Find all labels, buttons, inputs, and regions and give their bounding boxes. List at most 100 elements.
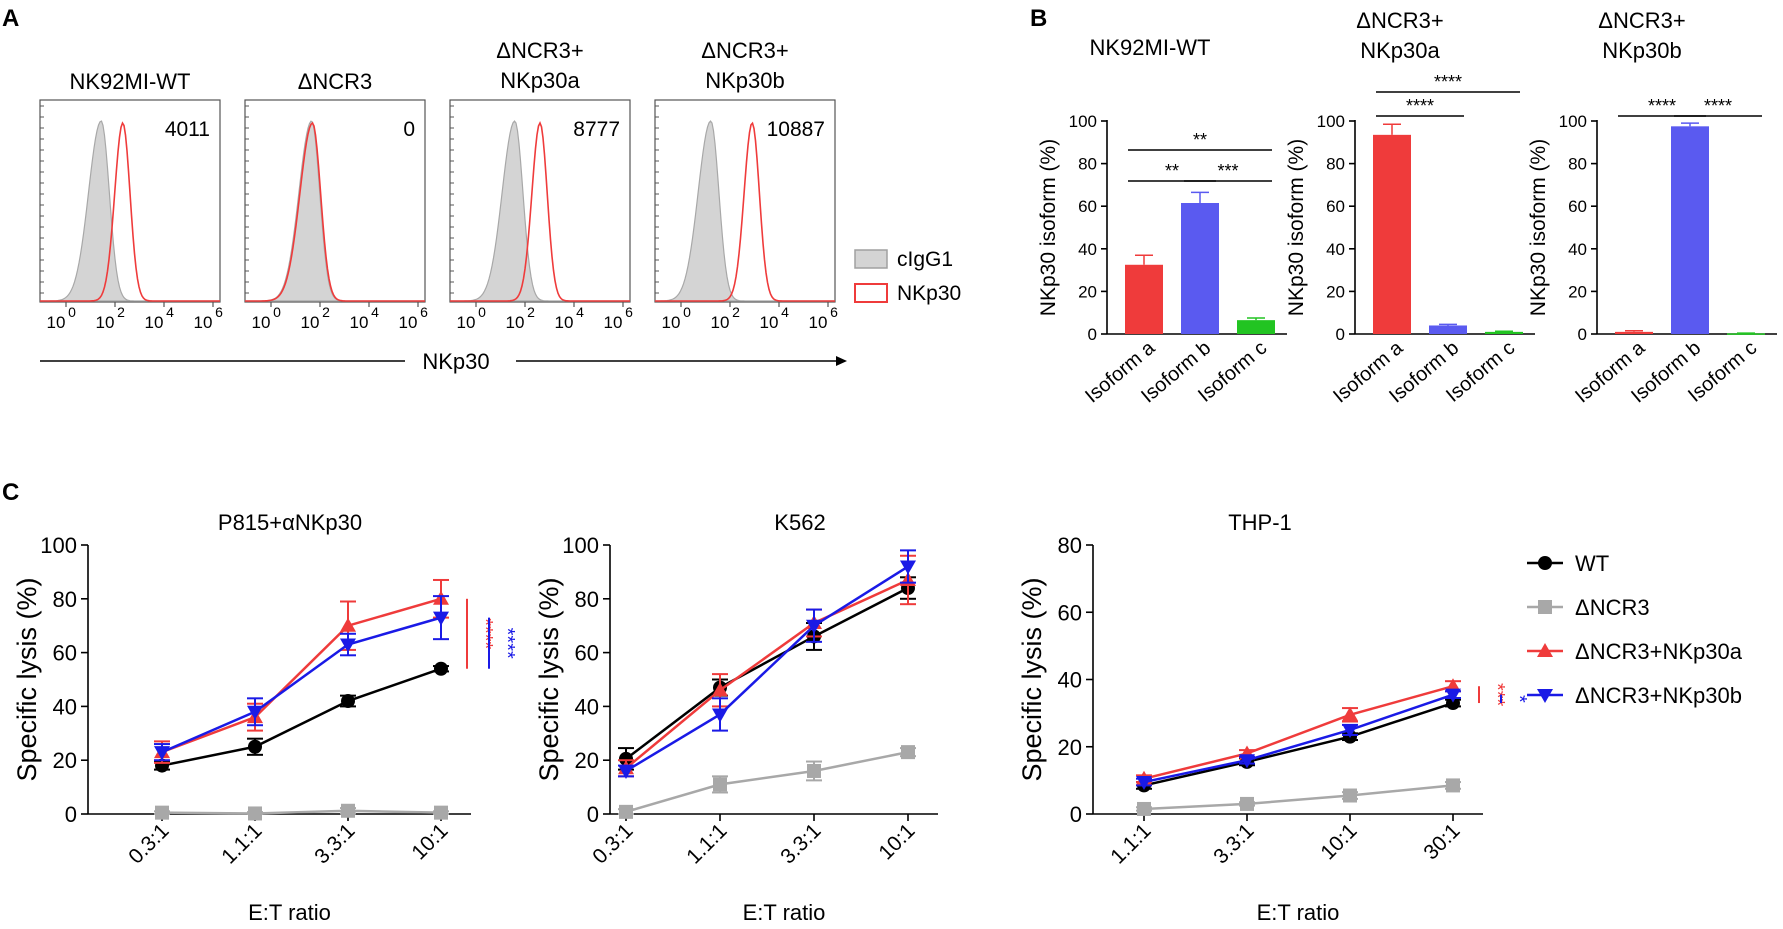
significance-label: *** bbox=[1217, 161, 1238, 181]
mfi-value: 0 bbox=[403, 118, 415, 141]
data-point bbox=[341, 694, 355, 709]
tick-base-label: 10 bbox=[711, 313, 730, 332]
tick-exponent-label: 2 bbox=[732, 304, 740, 320]
series-line bbox=[1143, 701, 1454, 787]
bar-isoform-a bbox=[1373, 134, 1411, 334]
series-ncr3 bbox=[154, 803, 449, 821]
nkp30-histogram bbox=[655, 121, 835, 302]
data-point bbox=[1136, 776, 1152, 791]
series-line bbox=[625, 586, 909, 760]
data-point bbox=[1446, 778, 1460, 793]
significance-label: **** bbox=[1648, 96, 1676, 116]
legend-label-nkp30b: ΔNCR3+NKp30b bbox=[1575, 683, 1742, 708]
line-chart-title: THP-1 bbox=[1228, 510, 1292, 535]
y-tick-label: 20 bbox=[1568, 282, 1587, 301]
histogram-frame bbox=[654, 99, 836, 303]
y-axis-label: Specific lysis (%) bbox=[1017, 577, 1047, 781]
data-point bbox=[1342, 723, 1358, 738]
x-tick-label: 10:1 bbox=[874, 819, 919, 864]
panel-label-c: C bbox=[2, 479, 19, 506]
y-tick-label: 40 bbox=[53, 694, 77, 719]
bar-isoform-a bbox=[1125, 264, 1163, 334]
y-axis-label: Specific lysis (%) bbox=[534, 577, 564, 781]
tick-base-label: 10 bbox=[145, 313, 164, 332]
data-point bbox=[807, 763, 821, 778]
nkp30-histogram bbox=[40, 121, 220, 302]
x-tick-label: 30:1 bbox=[1419, 819, 1464, 864]
y-tick-label: 20 bbox=[1058, 735, 1082, 760]
x-axis-label: E:T ratio bbox=[743, 900, 826, 925]
data-point bbox=[154, 746, 170, 761]
series-ncr3 bbox=[1136, 778, 1461, 816]
data-point bbox=[1240, 796, 1254, 811]
tick-exponent-label: 6 bbox=[420, 304, 428, 320]
x-tick-label: 3.3:1 bbox=[1209, 819, 1258, 868]
nkp30-histogram bbox=[450, 121, 630, 302]
data-point bbox=[1137, 801, 1151, 816]
significance-label: **** bbox=[474, 618, 496, 649]
y-tick-label: 20 bbox=[1078, 282, 1097, 301]
tick-exponent-label: 0 bbox=[478, 304, 486, 320]
histogram-frame bbox=[244, 99, 426, 303]
legend-label-nkp30a: ΔNCR3+NKp30a bbox=[1575, 639, 1743, 664]
line-chart-1: P815+αNKp30 0 20 40 60 80 100 Specific lysis (%… bbox=[12, 510, 518, 925]
panel-label-b: B bbox=[1030, 5, 1047, 32]
data-point bbox=[341, 803, 355, 818]
y-tick-label: 80 bbox=[53, 587, 77, 612]
mfi-value: 8777 bbox=[573, 118, 620, 141]
y-tick-label: 100 bbox=[1317, 112, 1345, 131]
y-tick-label: 80 bbox=[1058, 533, 1082, 558]
legend-label-cigg1: cIgG1 bbox=[897, 248, 953, 271]
x-tick-label: 10:1 bbox=[1316, 819, 1361, 864]
significance-label: **** bbox=[496, 628, 518, 659]
data-point bbox=[434, 661, 448, 676]
bar-isoform-c bbox=[1727, 333, 1765, 335]
y-tick-label: 40 bbox=[1568, 240, 1587, 259]
significance-label: ** bbox=[1165, 161, 1179, 181]
tick-base-label: 10 bbox=[194, 313, 213, 332]
y-tick-label: 0 bbox=[1336, 325, 1345, 344]
data-point bbox=[712, 682, 728, 697]
bar-chart-title: NK92MI-WT bbox=[1090, 35, 1211, 60]
y-tick-label: 40 bbox=[1326, 240, 1345, 259]
data-point bbox=[1343, 788, 1357, 803]
series-line bbox=[161, 597, 442, 754]
bar-chart-2: ΔNCR3+ NKp30a 0 20 40 60 80 100 NKp30 isoform (%… bbox=[1285, 8, 1535, 407]
y-tick-label: 100 bbox=[1069, 112, 1097, 131]
tick-base-label: 10 bbox=[662, 313, 681, 332]
data-point bbox=[806, 619, 822, 634]
series-ncr3-nkp30b bbox=[154, 595, 449, 762]
tick-base-label: 10 bbox=[760, 313, 779, 332]
tick-exponent-label: 4 bbox=[781, 304, 789, 320]
significance-label: **** bbox=[1704, 96, 1732, 116]
series-line bbox=[1143, 685, 1454, 780]
x-tick-label: 10:1 bbox=[407, 819, 452, 864]
y-tick-label: 60 bbox=[1078, 197, 1097, 216]
series-ncr3 bbox=[618, 745, 916, 819]
y-axis-label: Specific lysis (%) bbox=[12, 577, 42, 781]
data-point bbox=[247, 705, 263, 720]
legend-label-dncr3: ΔNCR3 bbox=[1575, 595, 1650, 620]
y-tick-label: 40 bbox=[1058, 668, 1082, 693]
series-line bbox=[625, 578, 909, 770]
y-tick-label: 100 bbox=[1559, 112, 1587, 131]
tick-exponent-label: 2 bbox=[322, 304, 330, 320]
tick-exponent-label: 2 bbox=[117, 304, 125, 320]
tick-base-label: 10 bbox=[555, 313, 574, 332]
tick-exponent-label: 6 bbox=[215, 304, 223, 320]
bar-chart-title: ΔNCR3+ bbox=[1598, 8, 1685, 33]
series-ncr3-nkp30b bbox=[1136, 688, 1461, 791]
legend-label-wt: WT bbox=[1575, 551, 1609, 576]
y-tick-label: 60 bbox=[53, 641, 77, 666]
panel-c-line-charts: P815+αNKp30 0 20 40 60 80 100 Specific lysis (%… bbox=[12, 510, 1530, 925]
y-tick-label: 100 bbox=[562, 533, 599, 558]
data-point bbox=[712, 708, 728, 723]
histogram-title: NKp30a bbox=[500, 68, 580, 93]
histogram-title: NK92MI-WT bbox=[70, 69, 191, 94]
tick-base-label: 10 bbox=[809, 313, 828, 332]
tick-exponent-label: 4 bbox=[576, 304, 584, 320]
legend-marker-nkp30a bbox=[1537, 643, 1553, 657]
